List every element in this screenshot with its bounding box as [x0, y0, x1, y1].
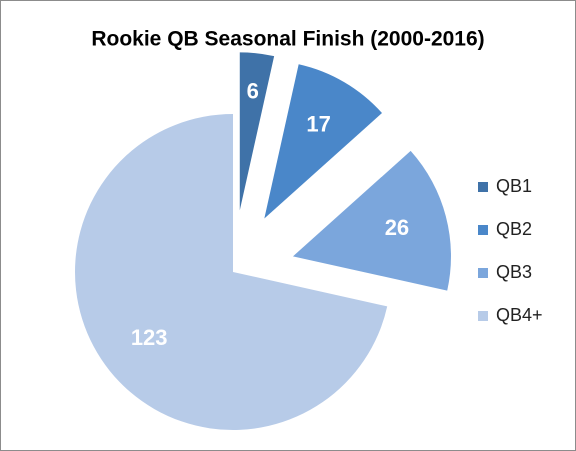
legend-swatch	[478, 311, 488, 321]
pie-slice	[239, 52, 275, 211]
legend-label: QB4+	[496, 305, 543, 325]
chart-title: Rookie QB Seasonal Finish (2000-2016)	[91, 28, 484, 51]
pie-slice	[292, 150, 451, 291]
pie-slice	[264, 64, 383, 219]
legend-swatch	[478, 182, 488, 192]
data-label: 123	[131, 325, 168, 350]
legend-swatch	[478, 268, 488, 278]
legend-label: QB1	[496, 176, 532, 196]
legend-label: QB3	[496, 262, 532, 282]
legend-label: QB2	[496, 219, 532, 239]
legend-swatch	[478, 225, 488, 235]
data-label: 26	[385, 215, 409, 240]
pie-slice	[75, 114, 388, 430]
data-label: 17	[306, 112, 330, 137]
data-label: 6	[247, 78, 259, 103]
